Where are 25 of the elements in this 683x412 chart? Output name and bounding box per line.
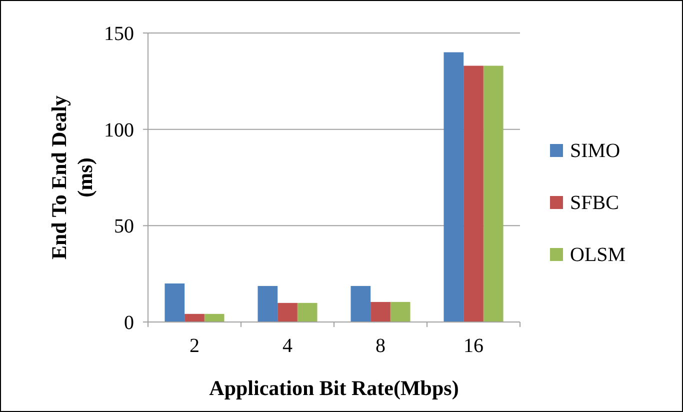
bar xyxy=(278,302,298,322)
bar xyxy=(464,66,484,322)
bar xyxy=(204,314,224,322)
bar xyxy=(350,286,371,322)
x-tick-label: 2 xyxy=(190,335,200,357)
legend-label: SIMO xyxy=(570,140,620,162)
bar xyxy=(184,314,204,322)
y-tick-label: 0 xyxy=(124,312,134,334)
y-tick-label: 150 xyxy=(104,23,134,45)
x-tick-label: 16 xyxy=(464,335,484,357)
x-tick-label: 8 xyxy=(376,335,386,357)
legend-label: OLSM xyxy=(570,244,626,266)
x-tick-label: 4 xyxy=(282,335,292,357)
bar xyxy=(370,302,390,322)
x-axis-title: Application Bit Rate(Mbps) xyxy=(209,376,459,400)
bar xyxy=(258,286,278,322)
y-tick-label: 50 xyxy=(114,216,134,238)
y-tick-label: 100 xyxy=(104,119,134,142)
bar xyxy=(297,302,318,322)
bar xyxy=(444,52,464,322)
bar xyxy=(390,302,410,322)
legend-label: SFBC xyxy=(570,192,619,214)
y-axis-title: End To End Dealy (ms) xyxy=(46,95,98,260)
bar xyxy=(164,283,185,322)
bar xyxy=(483,66,504,322)
